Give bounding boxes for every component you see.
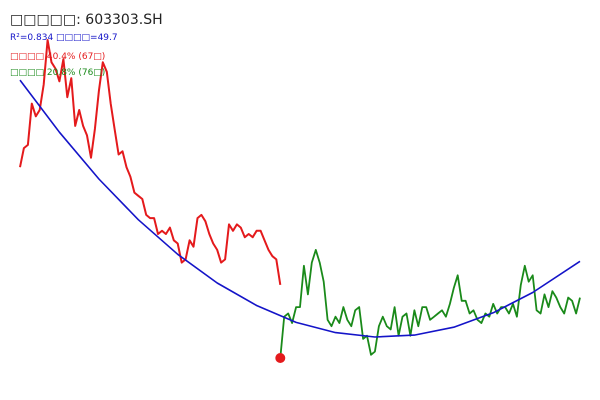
rebound-series-line [279,248,581,359]
decline-series-line [19,39,282,286]
trough-marker [275,353,286,363]
series-layer [19,39,581,359]
fit-stats-label: R²=0.834 □□□□=49.7 [10,33,118,43]
chart-title: □□□□□: 603303.SH [10,12,163,28]
rebound-stat-label: □□□□ 20.8% (76□) [10,68,105,78]
fit-curve-line [19,79,581,338]
drawdown-stat-label: □□□□ 40.4% (67□) [10,52,105,62]
marker-layer [275,353,286,363]
